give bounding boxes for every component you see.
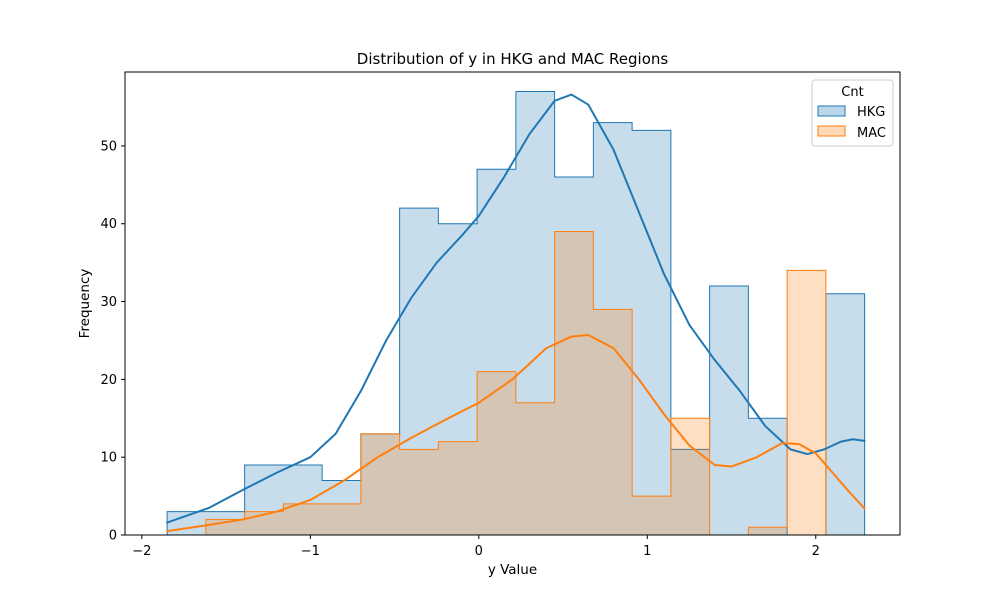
bar-mac — [322, 503, 361, 535]
plot-frame — [124, 71, 901, 536]
bar-mac — [283, 503, 323, 535]
y-tick-label: 40 — [100, 217, 117, 232]
x-tick-label: −1 — [301, 544, 320, 559]
y-tick-label: 50 — [100, 139, 117, 154]
bar-hkg — [438, 223, 478, 535]
bar-hkg — [477, 169, 516, 535]
legend-swatch-mac — [817, 125, 846, 137]
y-axis-title: Frequency — [77, 269, 93, 339]
bar-hkg — [244, 464, 284, 535]
bar-mac — [438, 441, 478, 535]
step-outline-hkg — [166, 90, 866, 536]
bar-hkg — [748, 418, 788, 535]
bar-mac — [593, 309, 633, 535]
bar-mac — [787, 270, 826, 535]
bar-hkg — [593, 122, 633, 535]
bar-hkg — [205, 511, 245, 535]
legend-swatch-hkg — [817, 105, 846, 117]
bar-hkg — [825, 293, 865, 535]
y-tick-label: 30 — [100, 295, 117, 310]
legend-title: Cnt — [841, 85, 863, 100]
chart-title: Distribution of y in HKG and MAC Regions — [357, 50, 669, 68]
legend: Cnt HKG MAC — [811, 79, 894, 147]
x-tick-label: 1 — [643, 544, 651, 559]
bar-hkg — [670, 449, 710, 535]
bar-hkg — [515, 91, 555, 535]
x-tick-label: 0 — [475, 544, 483, 559]
bar-hkg — [632, 130, 671, 536]
kde-line-hkg — [166, 93, 866, 524]
bar-hkg — [709, 285, 749, 535]
y-tick-label: 20 — [100, 373, 117, 388]
bar-mac — [399, 449, 439, 535]
bar-mac — [670, 418, 710, 535]
bar-mac — [477, 371, 516, 535]
y-tick-label: 0 — [109, 529, 117, 544]
bar-mac — [360, 433, 400, 535]
bar-hkg — [283, 464, 323, 535]
kde-line-mac — [166, 334, 866, 533]
bar-hkg — [360, 433, 400, 535]
x-tick-label: −2 — [132, 544, 151, 559]
step-outline-mac — [167, 231, 865, 536]
bar-hkg — [554, 177, 594, 535]
legend-label-hkg: HKG — [857, 105, 885, 120]
bar-mac — [632, 496, 671, 535]
legend-box — [811, 79, 894, 147]
legend-label-mac: MAC — [857, 126, 886, 141]
bar-mac — [748, 527, 788, 535]
x-axis-title: y Value — [488, 562, 537, 578]
y-tick-label: 10 — [100, 451, 117, 466]
bar-hkg — [399, 208, 439, 536]
x-tick-label: 2 — [812, 544, 820, 559]
bar-mac — [515, 402, 555, 535]
bar-mac — [554, 231, 594, 536]
